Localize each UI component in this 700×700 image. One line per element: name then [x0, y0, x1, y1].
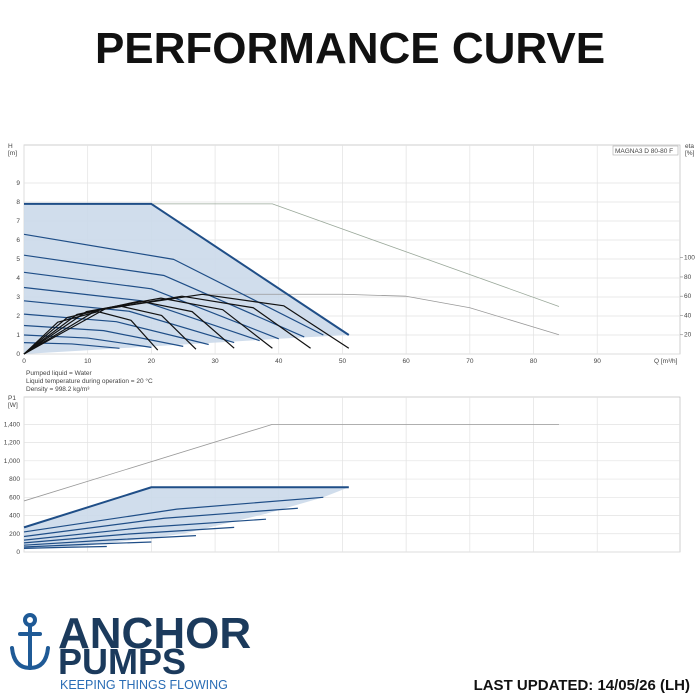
- series-line: [23, 486, 349, 529]
- y-tick-label: 1,000: [4, 458, 21, 465]
- note: Liquid temperature during operation = 20…: [26, 377, 153, 385]
- x-tick-label: 20: [148, 358, 156, 365]
- y2-tick-label: 80: [684, 274, 692, 281]
- y-tick-label: 800: [9, 476, 20, 483]
- y-tick-label: 1,400: [4, 421, 21, 428]
- y-tick-label: 5: [16, 256, 20, 263]
- y-tick-label: 4: [16, 275, 20, 282]
- x-tick-label: 0: [22, 358, 26, 365]
- y-tick-label: 7: [16, 218, 20, 225]
- y-tick-label: 6: [16, 237, 20, 244]
- y-tick-label: 8: [16, 199, 20, 206]
- y-tick-label: 0: [16, 351, 20, 358]
- last-updated: LAST UPDATED: 14/05/26 (LH): [474, 677, 690, 694]
- y-tick-label: 200: [9, 531, 20, 538]
- y-tick-label: 600: [9, 494, 20, 501]
- y-tick-label: 400: [9, 513, 20, 520]
- brand-line1: ANCHOR: [58, 609, 251, 658]
- series-line: [23, 297, 273, 355]
- y-axis-label: H: [8, 143, 13, 150]
- y-tick-label: 1: [16, 332, 20, 339]
- series-line: [23, 324, 184, 347]
- note: Pumped liquid = Water: [26, 370, 93, 377]
- logo: ANCHOR PUMPS KEEPING THINGS FLOWING: [10, 609, 251, 692]
- chart: 0 200 400 600 800 1,000 1,200 1,400 P1[W]: [4, 395, 681, 556]
- series-line: [23, 300, 235, 344]
- y2-tick-label: 20: [684, 332, 692, 339]
- x-tick-label: 90: [594, 358, 602, 365]
- y-tick-label: 9: [16, 180, 20, 187]
- series-line: [23, 293, 350, 355]
- series-line: [23, 233, 324, 336]
- series-line: [23, 286, 260, 342]
- y2-axis-label: eta: [685, 143, 694, 150]
- series-line: [24, 202, 350, 336]
- x-tick-label: 80: [530, 358, 538, 365]
- x-axis-label: Q [m³/h]: [654, 358, 678, 365]
- series-line: [23, 311, 159, 355]
- series-line: [23, 496, 324, 533]
- series-line: [23, 271, 279, 340]
- model-label: MAGNA3 D 80-80 F: [615, 148, 673, 155]
- model-box: [612, 145, 679, 156]
- series-line: [23, 526, 235, 544]
- y-tick-label: 0: [16, 549, 20, 556]
- y-axis-label: P1: [8, 395, 16, 402]
- x-tick-label: 70: [466, 358, 474, 365]
- y2-axis-unit: [%]: [685, 150, 695, 157]
- y-axis-unit: [W]: [8, 402, 18, 409]
- series-line: [23, 295, 311, 355]
- series-line: [23, 300, 235, 355]
- x-tick-label: 60: [403, 358, 411, 365]
- series-line: [23, 305, 197, 355]
- brand-line2: PUMPS: [58, 641, 186, 682]
- y2-tick-label: 40: [684, 312, 692, 319]
- series-line: [23, 518, 267, 541]
- series-line: [23, 313, 209, 346]
- series-line: [23, 423, 559, 502]
- chart: 0 10 20 30 40 50 60 70 80 90 0 1 2 3 4 5 6 7 8 9 20 40 60 80 100…: [8, 143, 695, 393]
- y-tick-label: 3: [16, 294, 20, 301]
- series-line: [23, 507, 298, 538]
- x-tick-label: 30: [211, 358, 219, 365]
- y2-tick-label: 60: [684, 293, 692, 300]
- series-line: [23, 541, 152, 548]
- series-line: [23, 545, 107, 549]
- y-tick-label: 1,200: [4, 440, 21, 447]
- note: Density = 998.2 kg/m³: [26, 386, 90, 393]
- x-tick-label: 50: [339, 358, 347, 365]
- y2-tick-label: 100: [684, 255, 695, 262]
- series-line: [202, 293, 560, 336]
- area: [24, 203, 349, 354]
- x-tick-label: 40: [275, 358, 283, 365]
- x-tick-label: 10: [84, 358, 92, 365]
- y-axis-unit: [m]: [8, 150, 17, 157]
- anchor-icon: [10, 613, 50, 671]
- series-line: [23, 254, 305, 338]
- tagline: KEEPING THINGS FLOWING: [60, 678, 228, 692]
- page-title: PERFORMANCE CURVE: [95, 24, 605, 73]
- series-line: [23, 534, 196, 546]
- y-tick-label: 2: [16, 313, 20, 320]
